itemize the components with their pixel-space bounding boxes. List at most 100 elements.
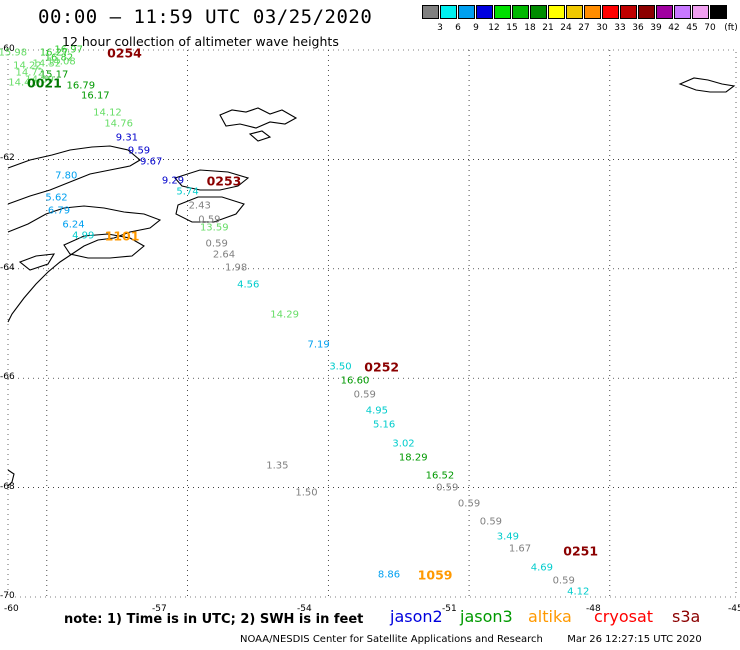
pass-time-label: 0251 [563,543,599,558]
color-scale-label: 15 [506,23,518,33]
swh-value-label: 9.31 [115,132,139,144]
swh-value-label: 6.79 [47,205,71,217]
color-scale-label: 27 [578,23,590,33]
swh-value-label: 3.02 [392,438,415,450]
color-scale-swatch [512,5,529,19]
swh-value-label: 16.27 [39,47,69,59]
coastline-james-ross-island [63,233,145,259]
color-scale-swatch [566,5,583,19]
footer-credit: NOAA/NESDIS Center for Satellite Applica… [240,634,543,645]
color-scale-swatch [674,5,691,19]
satellite-legend-item: jason3 [460,607,513,626]
latitude-tick-label: -62 [0,153,15,164]
swh-value-label: 1.98 [224,262,248,274]
swh-value-label: 4.12 [567,586,590,598]
swh-value-label: 14.89 [25,74,54,86]
color-scale-label: 21 [542,23,554,33]
coastline-inner-bay [18,253,56,271]
swh-value-label: 14.32 [32,58,62,70]
pass-time-label: 0021 [26,75,62,91]
color-scale-swatch [548,5,565,19]
color-scale-swatch [602,5,619,19]
swh-value-label: 15.98 [0,47,28,59]
swh-value-label: 0.59 [198,214,221,226]
footer-note: note: 1) Time is in UTC; 2) SWH is in fe… [64,612,364,627]
swh-value-label: 9.29 [161,175,185,187]
footer-timestamp: Mar 26 12:27:15 UTC 2020 [567,634,702,645]
color-scale-swatch [584,5,601,19]
latitude-tick-label: -64 [0,262,15,273]
color-scale-label: 45 [686,23,698,33]
swh-value-label: 16.97 [54,44,83,56]
swh-value-label: 2.64 [212,249,236,261]
page-subtitle: 12 hour collection of altimeter wave hei… [62,34,339,49]
coastline-island-small [248,130,272,142]
latitude-tick-label: -68 [0,481,15,492]
longitude-tick-label: -54 [297,604,312,614]
satellite-legend-item: jason2 [390,607,443,626]
pass-time-label: 0254 [107,45,142,61]
swh-value-label: 1.50 [295,487,318,499]
longitude-tick-label: -45 [728,604,740,614]
swh-value-label: 16.60 [340,375,370,387]
swh-value-label: 14.12 [93,107,122,119]
color-scale-label: 36 [632,23,644,33]
coastline-east-edge [7,469,15,487]
color-scale-label: 30 [596,23,608,33]
swh-value-label: 4.95 [365,405,388,417]
swh-value-label: 9.67 [140,156,163,168]
coastline-south-shetland [219,107,298,129]
color-scale-swatch [494,5,511,19]
pass-time-label: 0253 [206,173,242,189]
color-scale-swatch [620,5,637,19]
pass-time-label: 0252 [364,359,400,375]
swh-value-label: 14.41 [8,77,37,89]
swh-value-label: 8.86 [377,569,401,581]
satellite-legend-item: cryosat [594,607,654,626]
coastline-south-orkney [678,77,736,93]
swh-value-label: 9.59 [127,145,151,157]
coastline-peninsula-north [7,145,141,205]
longitude-tick-label: -57 [152,604,167,614]
color-scale-swatch [638,5,655,19]
color-scale-label: 42 [668,23,680,33]
color-scale-swatch [656,5,673,19]
color-scale-swatch [422,5,439,19]
swh-value-label: 5.74 [176,186,199,198]
swh-value-label: 4.99 [72,230,95,242]
color-scale-swatch [692,5,709,19]
swh-value-label: 6.24 [62,219,85,231]
swh-value-label: 14.76 [104,118,133,130]
swh-value-label: 14.08 [47,56,76,68]
swh-value-label: 16.82 [44,52,74,64]
swh-value-label: 0.59 [479,516,503,527]
swh-value-label: 13.59 [199,222,229,234]
coastline-peninsula-east [7,205,162,323]
swh-value-label: 0.59 [205,238,228,250]
color-scale-label: 18 [524,23,536,33]
color-scale-label: 39 [650,23,662,33]
swh-value-label: 16.79 [66,80,96,92]
pass-time-label: 1059 [417,567,453,583]
swh-value-label: 18.29 [398,452,428,463]
longitude-tick-label: -51 [442,604,457,614]
page-title: 00:00 – 11:59 UTC 03/25/2020 [38,6,373,28]
swh-value-label: 0.59 [353,389,376,401]
swh-value-label: 16.17 [81,90,110,102]
satellite-legend-item: s3a [672,607,701,626]
swh-value-label: 4.56 [237,279,260,291]
swh-value-label: 0.59 [552,575,575,587]
color-scale-label: 24 [560,23,572,33]
swh-value-label: 1.67 [508,543,532,555]
color-scale-swatch [440,5,457,19]
swh-value-label: 7.19 [307,339,330,351]
swh-value-label: 0.59 [457,498,481,510]
swh-value-label: 14.22 [13,60,42,72]
color-scale-label: 33 [614,23,626,33]
swh-value-label: 0.59 [436,482,459,494]
latitude-tick-label: -70 [0,591,15,601]
swh-value-label: 15.17 [39,69,69,81]
swh-value-label: 3.50 [329,361,352,373]
swh-value-label: 4.69 [530,562,553,574]
